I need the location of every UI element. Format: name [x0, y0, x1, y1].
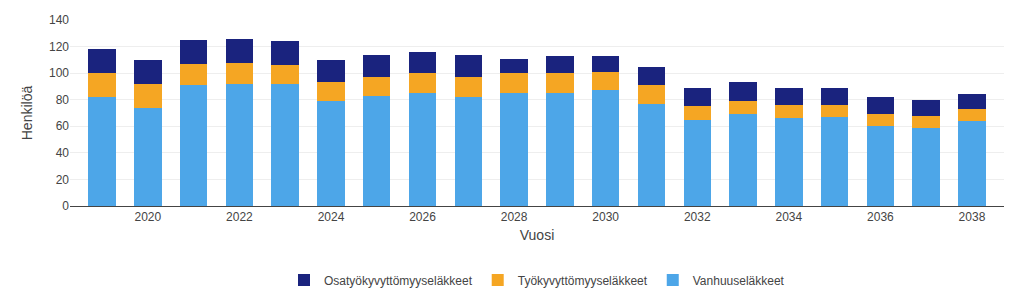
svg-text:40: 40: [56, 146, 70, 160]
svg-text:Osatyökyvyttömyyseläkkeet: Osatyökyvyttömyyseläkkeet: [324, 274, 473, 288]
svg-text:2036: 2036: [867, 210, 894, 224]
svg-text:2022: 2022: [226, 210, 253, 224]
svg-text:2024: 2024: [318, 210, 345, 224]
svg-text:2032: 2032: [684, 210, 711, 224]
svg-text:Vanhuuseläkkeet: Vanhuuseläkkeet: [693, 274, 785, 288]
svg-text:2030: 2030: [592, 210, 619, 224]
svg-text:Henkilöä: Henkilöä: [19, 86, 35, 141]
svg-text:120: 120: [49, 40, 69, 54]
svg-text:100: 100: [49, 66, 69, 80]
svg-text:60: 60: [56, 119, 70, 133]
svg-text:20: 20: [56, 173, 70, 187]
svg-text:0: 0: [62, 199, 69, 213]
svg-text:2026: 2026: [409, 210, 436, 224]
svg-text:2028: 2028: [501, 210, 528, 224]
svg-text:Vuosi: Vuosi: [520, 227, 555, 243]
svg-text:2020: 2020: [134, 210, 161, 224]
svg-text:2034: 2034: [775, 210, 802, 224]
svg-text:80: 80: [56, 93, 70, 107]
svg-text:Työkyvyttömyyseläkkeet: Työkyvyttömyyseläkkeet: [518, 274, 648, 288]
svg-text:2038: 2038: [959, 210, 986, 224]
svg-text:140: 140: [49, 13, 69, 27]
